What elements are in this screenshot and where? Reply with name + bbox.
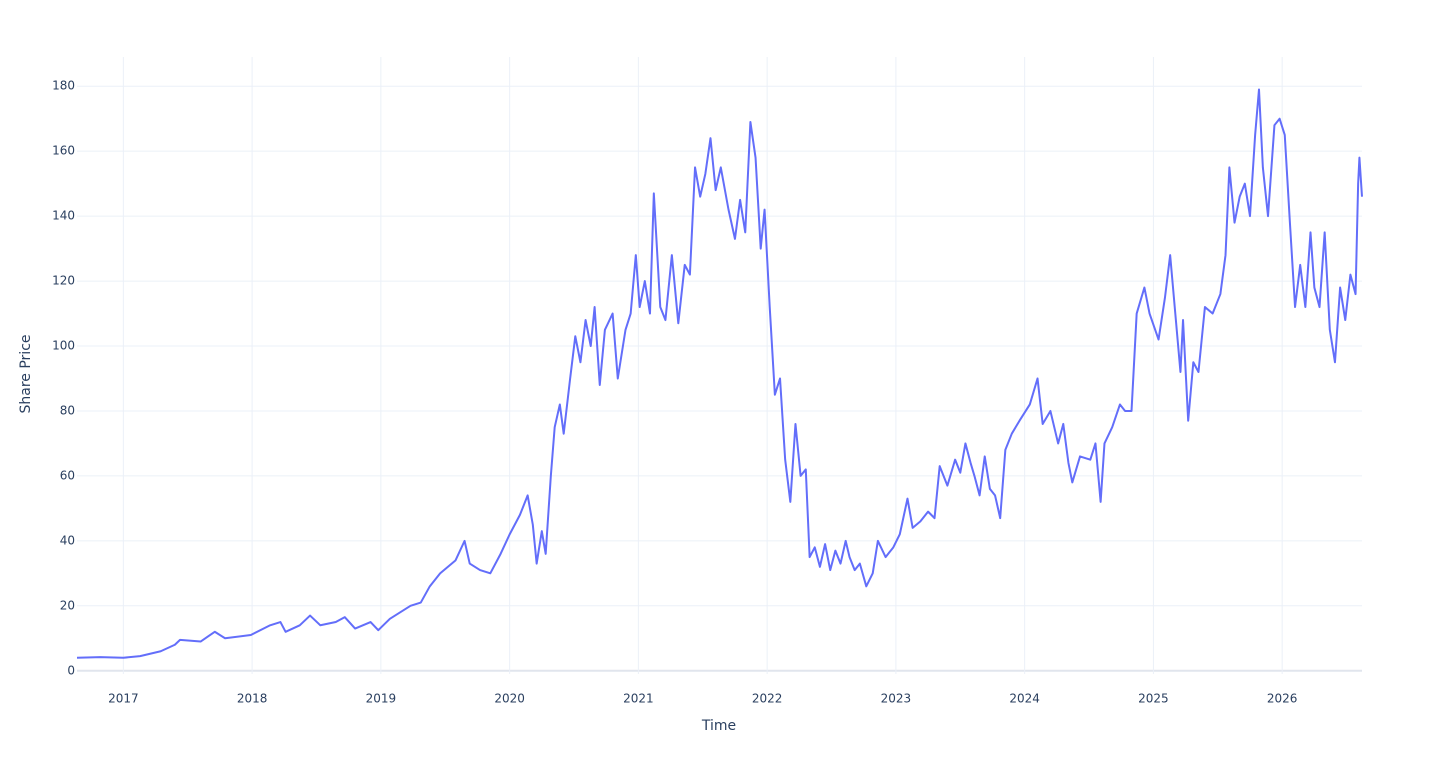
x-tick-label: 2019 [366, 692, 397, 706]
x-tick-label: 2026 [1267, 692, 1298, 706]
x-axis-title: Time [701, 718, 736, 734]
x-tick-label: 2025 [1138, 692, 1169, 706]
plot-area [76, 88, 1363, 659]
x-tick-label: 2024 [1009, 692, 1040, 706]
x-tick-label: 2018 [237, 692, 268, 706]
x-tick-label: 2022 [752, 692, 783, 706]
y-tick-label: 180 [52, 79, 75, 93]
y-tick-label: 0 [67, 663, 75, 677]
y-tick-label: 20 [60, 598, 75, 612]
y-tick-label: 40 [60, 533, 75, 547]
y-tick-label: 100 [52, 339, 75, 353]
y-axis-title: Share Price [18, 334, 34, 413]
x-tick-label: 2020 [494, 692, 525, 706]
y-tick-label: 120 [52, 274, 75, 288]
x-tick-label: 2021 [623, 692, 654, 706]
x-tick-label: 2017 [108, 692, 139, 706]
y-tick-label: 80 [60, 403, 75, 417]
y-tick-label: 160 [52, 144, 75, 158]
y-tick-label: 60 [60, 468, 75, 482]
x-tick-label: 2023 [881, 692, 912, 706]
price-line [76, 88, 1363, 659]
y-tick-label: 140 [52, 209, 75, 223]
grid [77, 57, 1362, 674]
